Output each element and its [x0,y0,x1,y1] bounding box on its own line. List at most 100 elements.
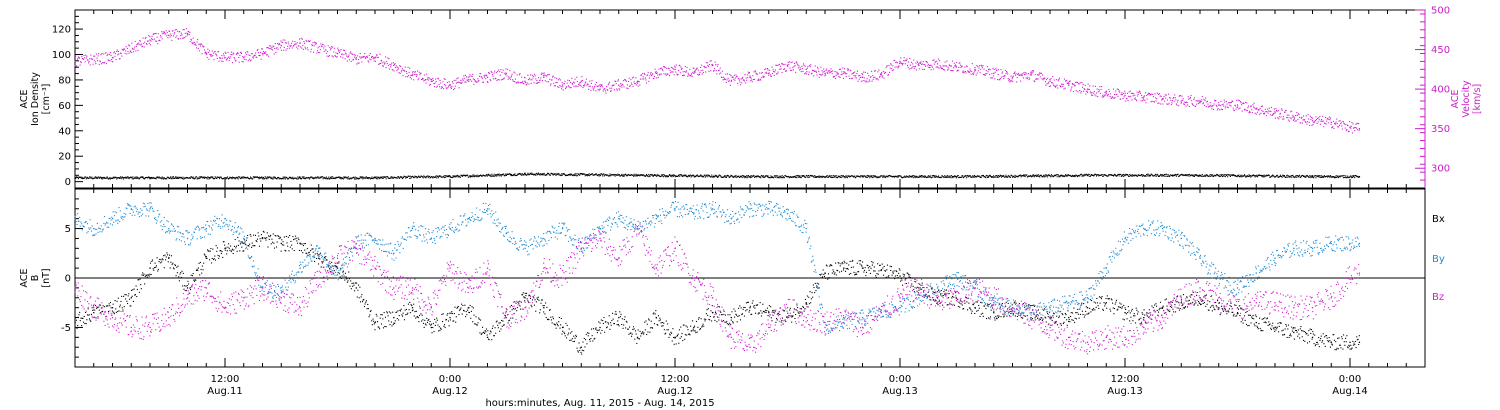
density-sample [875,176,877,178]
velocity-sample [805,73,807,75]
velocity-sample [140,43,142,45]
density-sample [305,176,307,179]
velocity-sample [1030,72,1032,74]
density-sample [1308,176,1310,179]
density-sample [388,177,391,179]
velocity-sample [617,80,619,82]
velocity-sample [1246,102,1248,104]
density-sample [1305,175,1307,177]
density-sample [433,176,435,178]
velocity-sample [572,81,574,83]
velocity-sample [577,83,580,85]
velocity-sample [722,79,724,81]
density-sample [144,177,146,179]
density-sample [691,175,693,177]
velocity-sample [708,70,710,72]
density-sample [194,177,196,179]
density-sample [106,177,108,179]
density-sample [354,176,356,178]
velocity-sample [355,58,357,60]
velocity-sample [1268,110,1270,112]
density-sample [476,174,478,176]
density-sample [1214,175,1216,177]
velocity-sample [1168,102,1170,104]
density-sample [902,176,904,178]
velocity-sample [961,65,963,67]
velocity-sample [1086,90,1088,92]
velocity-sample [734,79,736,81]
velocity-sample [805,72,807,74]
density-sample [819,176,821,178]
velocity-sample [912,63,914,65]
velocity-sample [1228,102,1230,104]
velocity-sample [856,72,858,74]
velocity-sample [886,65,888,67]
velocity-sample [540,77,542,79]
density-sample [728,176,730,179]
density-sample [1315,177,1317,179]
density-sample [1331,176,1333,178]
density-sample [466,175,468,177]
velocity-sample [820,74,823,76]
velocity-sample [733,74,735,77]
density-sample [401,176,403,178]
density-sample [675,175,677,177]
velocity-sample [172,30,174,32]
density-sample [947,176,949,178]
density-sample [138,177,140,179]
density-sample [1182,174,1184,176]
density-sample [494,175,496,177]
velocity-sample [302,48,304,50]
velocity-sample [369,52,371,55]
velocity-sample [148,34,150,37]
density-sample [887,175,889,177]
density-sample [827,176,829,178]
velocity-sample [89,64,91,66]
density-sample [378,176,380,178]
density-sample [153,177,155,179]
velocity-sample [230,53,232,56]
density-sample [1357,176,1359,178]
density-sample [284,176,286,178]
velocity-sample [163,31,165,33]
density-sample [1172,175,1174,177]
density-sample [129,177,131,179]
velocity-sample [337,47,339,49]
velocity-sample [1153,101,1156,103]
velocity-sample [1295,115,1297,117]
density-sample [431,176,433,178]
velocity-sample [516,74,518,76]
density-sample [684,175,686,177]
density-sample [708,174,710,176]
density-sample [256,176,258,178]
velocity-sample [1242,102,1244,104]
density-sample [711,176,713,178]
velocity-sample [997,73,999,76]
velocity-sample [1041,78,1043,80]
density-sample [665,176,667,178]
density-sample [557,174,559,176]
velocity-sample [1054,86,1057,88]
velocity-sample [1135,98,1137,100]
density-sample [1150,173,1152,175]
velocity-sample [557,86,559,88]
density-sample [792,176,794,178]
density-sample [367,178,369,180]
velocity-sample [972,72,974,75]
velocity-point [1030,74,1032,76]
velocity-sample [408,71,410,73]
density-sample [795,176,797,178]
density-sample [339,177,341,179]
velocity-sample [383,63,385,65]
velocity-sample [262,54,264,56]
velocity-point [993,72,995,74]
velocity-sample [237,53,239,55]
velocity-sample [109,52,112,54]
density-sample [1110,174,1112,176]
density-sample [722,176,724,178]
density-sample [1134,174,1136,176]
density-sample [563,173,565,175]
density-sample [517,173,519,176]
velocity-sample [338,50,340,52]
velocity-sample [827,72,829,74]
